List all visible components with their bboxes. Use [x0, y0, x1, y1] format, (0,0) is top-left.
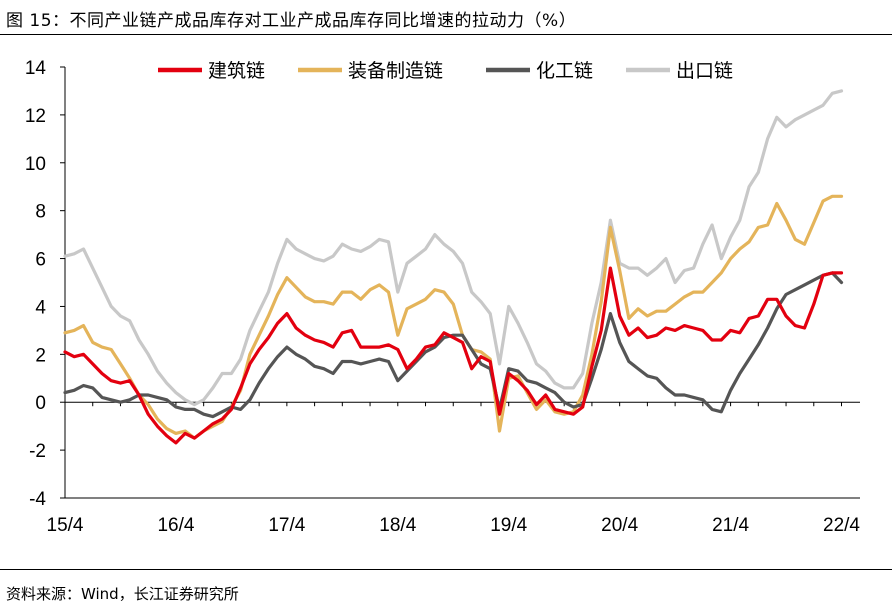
y-axis-tick-labels: -4 -2 0 2 4 6 8 10 12 14	[25, 58, 47, 510]
x-tick-label: 21/4	[712, 515, 749, 536]
y-tick-label: 14	[25, 58, 47, 79]
x-tick-label: 19/4	[490, 515, 527, 536]
x-tick-label: 20/4	[601, 515, 638, 536]
y-tick-label: -2	[29, 441, 46, 462]
x-tick-label: 18/4	[379, 515, 416, 536]
y-tick-label: 2	[35, 345, 46, 366]
x-tick-label: 22/4	[823, 515, 860, 536]
legend-label: 建筑链	[208, 60, 265, 82]
x-axis-tick-labels: 15/4 16/4 17/4 18/4 19/4 20/4 21/4 22/4	[47, 515, 861, 536]
series-line-0	[63, 266, 844, 445]
y-tick-label: -4	[29, 489, 46, 510]
title-rule	[0, 34, 892, 35]
series-line-3	[63, 89, 844, 407]
y-tick-label: 6	[35, 250, 46, 271]
source-note: 资料来源：Wind，长江证券研究所	[6, 585, 239, 603]
chart-legend: 建筑链 装备制造链 化工链 出口链	[158, 60, 733, 82]
legend-label: 装备制造链	[348, 60, 443, 82]
series-lines	[63, 89, 844, 445]
y-tick-label: 4	[35, 297, 46, 318]
x-tick-label: 16/4	[157, 515, 194, 536]
y-tick-label: 12	[25, 106, 46, 127]
legend-label: 化工链	[536, 60, 593, 82]
x-tick-label: 15/4	[47, 515, 84, 536]
x-tick-label: 17/4	[268, 515, 305, 536]
legend-label: 出口链	[676, 60, 733, 82]
y-tick-label: 0	[35, 393, 46, 414]
y-tick-label: 8	[35, 202, 46, 223]
source-rule	[0, 569, 892, 570]
figure-title: 图 15：不同产业链产成品库存对工业产成品库存同比增速的拉动力（%）	[6, 11, 577, 31]
series-line-2	[63, 271, 844, 419]
y-tick-label: 10	[25, 154, 46, 175]
